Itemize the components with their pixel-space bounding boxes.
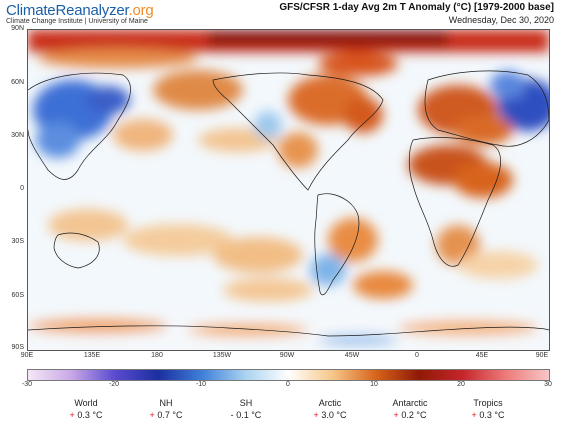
- brand-part2: Reanalyzer: [55, 2, 129, 19]
- colorbar-tick: 10: [370, 381, 378, 388]
- coastlines: [28, 70, 549, 337]
- colorbar-tick: -10: [195, 381, 207, 388]
- lon-label-0: 0: [415, 352, 419, 359]
- stat-sign: +: [69, 410, 75, 420]
- anomaly-field: [28, 30, 549, 350]
- lon-label-135w: 135W: [212, 352, 232, 359]
- stat-value: 0.7 °C: [157, 410, 183, 420]
- brand-logo[interactable]: ClimateReanalyzer.org: [6, 2, 154, 19]
- stat-name: World: [74, 398, 98, 408]
- colorbar-tick: -30: [21, 381, 33, 388]
- stat-arctic: Arctic + 3.0 °C: [290, 398, 370, 420]
- lon-label-90w: 90W: [279, 352, 295, 359]
- stat-name: Antarctic: [392, 398, 428, 408]
- stat-world: World + 0.3 °C: [46, 398, 126, 420]
- brand-part3: .org: [128, 2, 154, 19]
- stat-nh: NH + 0.7 °C: [126, 398, 206, 420]
- lat-label-0: 0: [20, 185, 24, 192]
- anomaly-map[interactable]: [27, 29, 550, 351]
- map-date: Wednesday, Dec 30, 2020: [448, 15, 554, 25]
- stat-value: 0.3 °C: [479, 410, 505, 420]
- lon-label-90e-left: 90E: [20, 352, 34, 359]
- stat-sh: SH - 0.1 °C: [206, 398, 286, 420]
- stat-antarctic: Antarctic + 0.2 °C: [370, 398, 450, 420]
- stat-value: 0.2 °C: [401, 410, 427, 420]
- colorbar-tick: 20: [457, 381, 465, 388]
- stat-name: SH: [239, 398, 253, 408]
- lon-label-180: 180: [151, 352, 163, 359]
- stat-sign: +: [149, 410, 155, 420]
- stat-sign: +: [471, 410, 477, 420]
- lat-label-60n: 60N: [11, 79, 24, 86]
- lon-label-135e: 135E: [83, 352, 101, 359]
- header: ClimateReanalyzer.org Climate Change Ins…: [0, 0, 562, 28]
- lon-label-45w: 45W: [344, 352, 360, 359]
- lat-label-90n: 90N: [11, 25, 24, 32]
- lat-label-30s: 30S: [11, 238, 24, 245]
- stat-sign: -: [230, 410, 234, 420]
- map-title: GFS/CFSR 1-day Avg 2m T Anomaly (°C) [19…: [279, 2, 554, 13]
- anomaly-map-canvas: [28, 30, 549, 350]
- stat-sign: +: [393, 410, 399, 420]
- stat-value: 3.0 °C: [321, 410, 347, 420]
- lat-label-90s: 90S: [11, 344, 24, 351]
- colorbar-tick: 0: [286, 381, 290, 388]
- colorbar: [27, 369, 550, 381]
- lat-label-60s: 60S: [11, 292, 24, 299]
- stat-value: 0.3 °C: [77, 410, 103, 420]
- stat-name: NH: [159, 398, 173, 408]
- colorbar-tick: 30: [544, 381, 552, 388]
- stat-name: Arctic: [318, 398, 342, 408]
- stat-tropics: Tropics + 0.3 °C: [448, 398, 528, 420]
- brand-subtitle: Climate Change Institute | University of…: [6, 18, 148, 25]
- brand-part1: Climate: [6, 2, 56, 19]
- lon-label-45e: 45E: [475, 352, 489, 359]
- stat-name: Tropics: [473, 398, 503, 408]
- colorbar-tick: -20: [108, 381, 120, 388]
- lat-label-30n: 30N: [11, 132, 24, 139]
- stat-value: 0.1 °C: [236, 410, 262, 420]
- stat-sign: +: [313, 410, 319, 420]
- lon-label-90e-right: 90E: [535, 352, 549, 359]
